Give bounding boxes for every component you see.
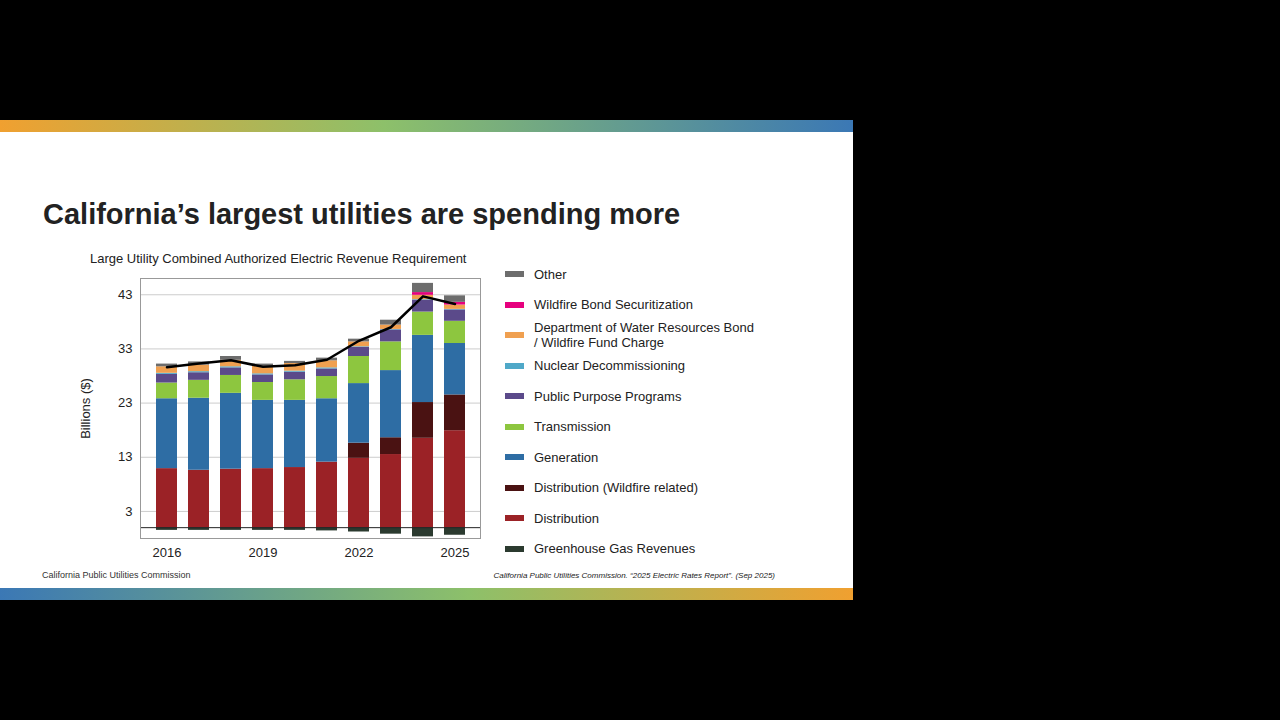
svg-text:23: 23 (118, 395, 132, 410)
svg-text:Billions ($): Billions ($) (78, 378, 93, 439)
html-text:Department of Water Resources: Department of Water Resources Bond / Wil… (534, 320, 754, 351)
svg-text:2022: 2022 (345, 545, 374, 560)
svg-text:33: 33 (118, 341, 132, 356)
svg-text:43: 43 (118, 287, 132, 302)
html-text:Nuclear Decommissioning: Nuclear Decommissioning (534, 358, 685, 374)
html-text:Public Purpose Programs: Public Purpose Programs (534, 388, 682, 404)
html-text:Distribution: Distribution (534, 510, 599, 526)
svg-text:2025: 2025 (441, 545, 470, 560)
svg-text:13: 13 (118, 449, 132, 464)
svg-text:2016: 2016 (153, 545, 182, 560)
html-text:Transmission: Transmission (534, 419, 611, 435)
html-text:Wildfire Bond Securitization: Wildfire Bond Securitization (534, 297, 693, 313)
html-text:Greenhouse Gas Revenues: Greenhouse Gas Revenues (534, 541, 696, 557)
html-text:Other: Other (534, 266, 567, 282)
html-text:California’s largest utilities: California’s largest utilities are spend… (43, 198, 681, 230)
svg-text:3: 3 (125, 504, 132, 519)
html-text:California Public Utilities Co: California Public Utilities Commission. … (493, 571, 775, 580)
html-text:Large Utility Combined Authori: Large Utility Combined Authorized Electr… (90, 251, 467, 266)
html-text:Distribution (Wildfire related: Distribution (Wildfire related) (534, 480, 698, 496)
html-text:Generation: Generation (534, 449, 599, 465)
svg-text:2019: 2019 (249, 545, 278, 560)
html-text:California Public Utilities Co: California Public Utilities Commission (42, 570, 191, 580)
